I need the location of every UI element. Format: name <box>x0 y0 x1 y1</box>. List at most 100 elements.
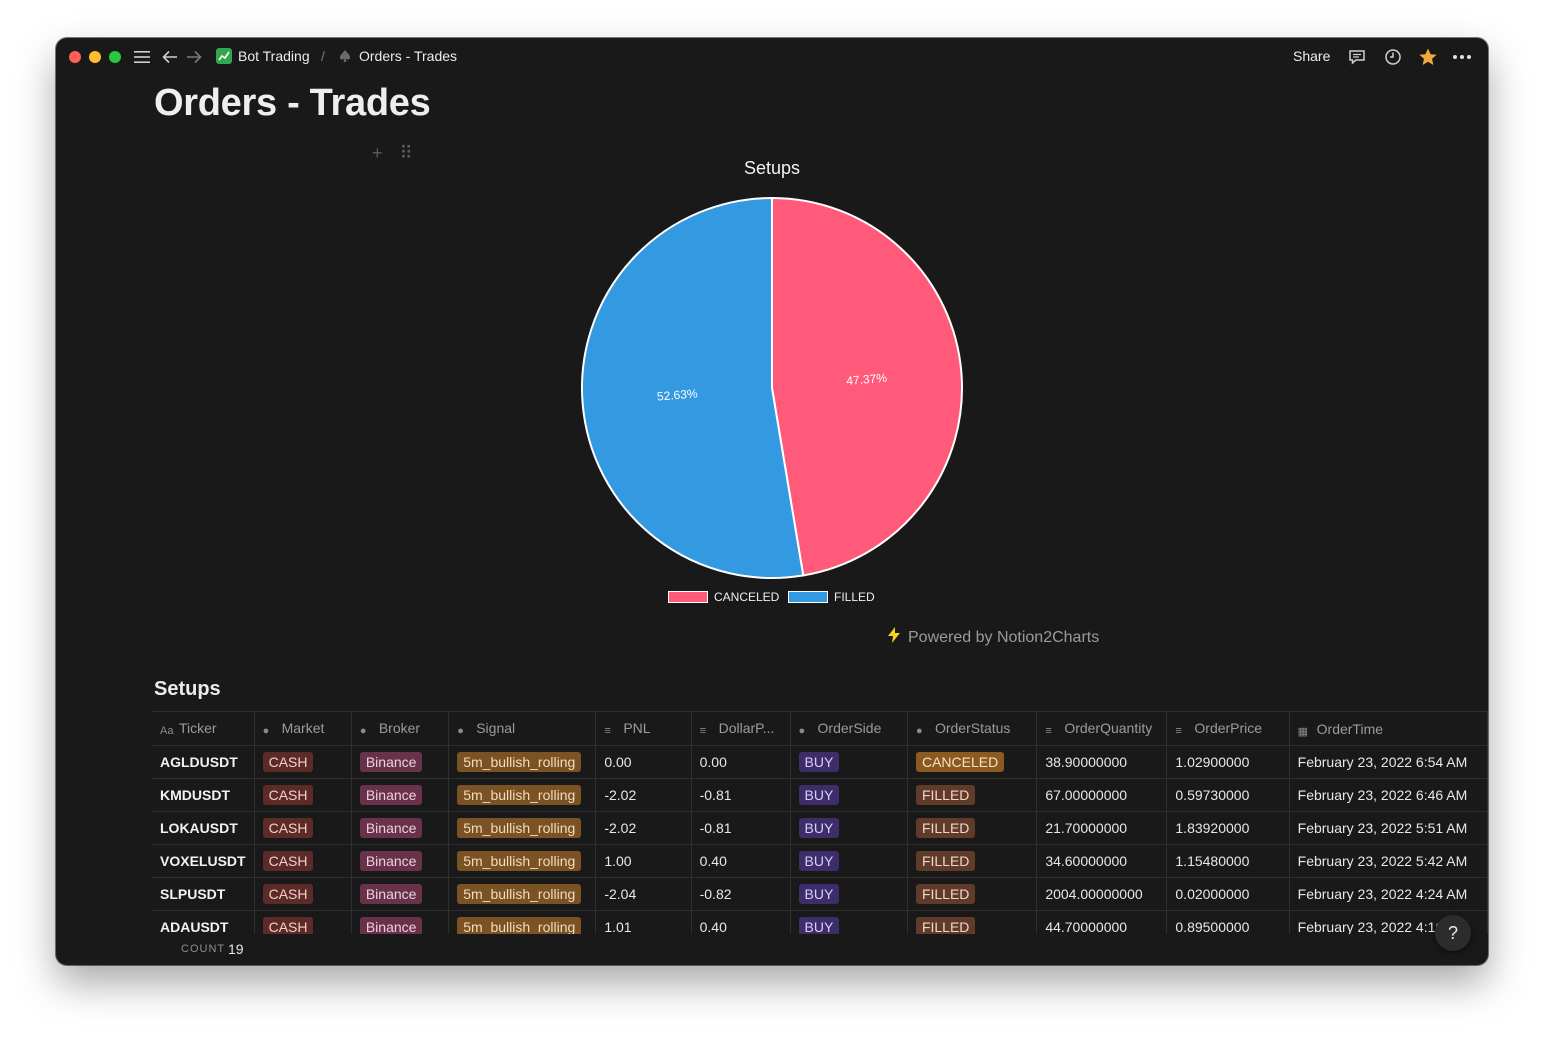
close-window-button[interactable] <box>69 51 81 63</box>
cell-market[interactable]: CASH <box>254 910 352 934</box>
cell-signal[interactable]: 5m_bullish_rolling <box>448 844 597 878</box>
star-icon[interactable] <box>1418 47 1438 67</box>
column-header-ordertime[interactable]: ▦ OrderTime <box>1289 712 1488 746</box>
column-header-signal[interactable]: ● Signal <box>448 712 597 746</box>
cell-orderquantity[interactable]: 38.90000000 <box>1036 745 1168 779</box>
cell-pnl[interactable]: -2.02 <box>595 811 692 845</box>
cell-ticker[interactable]: ADAUSDT <box>152 910 255 934</box>
cell-orderprice[interactable]: 0.89500000 <box>1166 910 1290 934</box>
cell-orderside[interactable]: BUY <box>790 745 908 779</box>
pie-slice-canceled[interactable] <box>771 196 963 577</box>
cell-orderstatus[interactable]: FILLED <box>907 844 1038 878</box>
column-header-market[interactable]: ● Market <box>254 712 352 746</box>
cell-orderquantity[interactable]: 67.00000000 <box>1036 778 1168 812</box>
cell-dollarpnl[interactable]: -0.82 <box>691 877 791 911</box>
column-header-orderquantity[interactable]: ≡ OrderQuantity <box>1036 712 1168 746</box>
column-header-dollarpnl[interactable]: ≡ DollarP... <box>691 712 791 746</box>
cell-orderstatus[interactable]: CANCELED <box>907 745 1038 779</box>
cell-pnl[interactable]: 1.00 <box>595 844 692 878</box>
cell-orderprice[interactable]: 1.83920000 <box>1166 811 1290 845</box>
breadcrumb-page[interactable]: Orders - Trades <box>337 48 457 64</box>
legend-item-filled[interactable]: FILLED <box>788 590 875 604</box>
sidebar-menu-icon[interactable] <box>132 47 152 67</box>
cell-orderside[interactable]: BUY <box>790 910 908 934</box>
cell-orderstatus[interactable]: FILLED <box>907 811 1038 845</box>
cell-ordertime[interactable]: February 23, 2022 6:54 AM <box>1289 745 1488 779</box>
cell-dollarpnl[interactable]: -0.81 <box>691 811 791 845</box>
cell-orderquantity[interactable]: 44.70000000 <box>1036 910 1168 934</box>
forward-arrow-icon[interactable] <box>184 47 204 67</box>
table-row[interactable]: ADAUSDT CASH Binance 5m_bullish_rolling 1.01… <box>152 910 1488 934</box>
cell-signal[interactable]: 5m_bullish_rolling <box>448 778 597 812</box>
maximize-window-button[interactable] <box>109 51 121 63</box>
cell-broker[interactable]: Binance <box>351 811 450 845</box>
cell-market[interactable]: CASH <box>254 844 352 878</box>
cell-broker[interactable]: Binance <box>351 877 450 911</box>
table-row[interactable]: SLPUSDT CASH Binance 5m_bullish_rolling -2.0… <box>152 877 1488 911</box>
cell-signal[interactable]: 5m_bullish_rolling <box>448 745 597 779</box>
cell-dollarpnl[interactable]: -0.81 <box>691 778 791 812</box>
cell-orderquantity[interactable]: 21.70000000 <box>1036 811 1168 845</box>
cell-ticker[interactable]: LOKAUSDT <box>152 811 255 845</box>
breadcrumb-workspace[interactable]: Bot Trading <box>216 48 310 64</box>
cell-pnl[interactable]: -2.04 <box>595 877 692 911</box>
cell-orderside[interactable]: BUY <box>790 778 908 812</box>
cell-orderside[interactable]: BUY <box>790 811 908 845</box>
cell-ticker[interactable]: SLPUSDT <box>152 877 255 911</box>
cell-signal[interactable]: 5m_bullish_rolling <box>448 910 597 934</box>
minimize-window-button[interactable] <box>89 51 101 63</box>
cell-signal[interactable]: 5m_bullish_rolling <box>448 877 597 911</box>
cell-ticker[interactable]: AGLDUSDT <box>152 745 255 779</box>
help-button[interactable]: ? <box>1435 915 1471 951</box>
column-header-broker[interactable]: ● Broker <box>351 712 450 746</box>
cell-orderstatus[interactable]: FILLED <box>907 778 1038 812</box>
cell-broker[interactable]: Binance <box>351 778 450 812</box>
share-button[interactable]: Share <box>1293 48 1331 64</box>
cell-ordertime[interactable]: February 23, 2022 6:46 AM <box>1289 778 1488 812</box>
cell-ordertime[interactable]: February 23, 2022 4:24 AM <box>1289 877 1488 911</box>
column-header-orderprice[interactable]: ≡ OrderPrice <box>1166 712 1290 746</box>
cell-ticker[interactable]: KMDUSDT <box>152 778 255 812</box>
cell-ticker[interactable]: VOXELUSDT <box>152 844 255 878</box>
cell-orderprice[interactable]: 1.15480000 <box>1166 844 1290 878</box>
column-header-pnl[interactable]: ≡ PNL <box>595 712 692 746</box>
more-icon[interactable] <box>1452 47 1472 67</box>
cell-market[interactable]: CASH <box>254 877 352 911</box>
clock-icon[interactable] <box>1383 47 1403 67</box>
drag-handle-icon[interactable]: + ⠿ <box>372 143 419 163</box>
cell-orderstatus[interactable]: FILLED <box>907 910 1038 934</box>
back-arrow-icon[interactable] <box>160 47 180 67</box>
cell-orderprice[interactable]: 0.02000000 <box>1166 877 1290 911</box>
cell-broker[interactable]: Binance <box>351 910 450 934</box>
cell-orderside[interactable]: BUY <box>790 844 908 878</box>
cell-broker[interactable]: Binance <box>351 745 450 779</box>
cell-pnl[interactable]: -2.02 <box>595 778 692 812</box>
table-row[interactable]: KMDUSDT CASH Binance 5m_bullish_rolling -2.0… <box>152 778 1488 812</box>
cell-orderprice[interactable]: 0.59730000 <box>1166 778 1290 812</box>
cell-ordertime[interactable]: February 23, 2022 5:42 AM <box>1289 844 1488 878</box>
table-row[interactable]: AGLDUSDT CASH Binance 5m_bullish_rolling 0.0… <box>152 745 1488 779</box>
cell-dollarpnl[interactable]: 0.00 <box>691 745 791 779</box>
cell-dollarpnl[interactable]: 0.40 <box>691 844 791 878</box>
cell-orderprice[interactable]: 1.02900000 <box>1166 745 1290 779</box>
pie-slice-filled[interactable] <box>581 196 805 579</box>
cell-ordertime[interactable]: February 23, 2022 5:51 AM <box>1289 811 1488 845</box>
cell-broker[interactable]: Binance <box>351 844 450 878</box>
cell-orderquantity[interactable]: 34.60000000 <box>1036 844 1168 878</box>
column-header-ticker[interactable]: Aa Ticker <box>152 712 255 746</box>
cell-signal[interactable]: 5m_bullish_rolling <box>448 811 597 845</box>
cell-orderstatus[interactable]: FILLED <box>907 877 1038 911</box>
comment-icon[interactable] <box>1347 47 1367 67</box>
cell-orderside[interactable]: BUY <box>790 877 908 911</box>
column-header-orderside[interactable]: ● OrderSide <box>790 712 908 746</box>
table-row[interactable]: VOXELUSDT CASH Binance 5m_bullish_rolling 1.… <box>152 844 1488 878</box>
cell-market[interactable]: CASH <box>254 745 352 779</box>
cell-dollarpnl[interactable]: 0.40 <box>691 910 791 934</box>
cell-pnl[interactable]: 1.01 <box>595 910 692 934</box>
cell-pnl[interactable]: 0.00 <box>595 745 692 779</box>
powered-by-link[interactable]: Powered by Notion2Charts <box>888 627 1099 648</box>
legend-item-canceled[interactable]: CANCELED <box>668 590 779 604</box>
cell-market[interactable]: CASH <box>254 811 352 845</box>
cell-market[interactable]: CASH <box>254 778 352 812</box>
table-row[interactable]: LOKAUSDT CASH Binance 5m_bullish_rolling -2.… <box>152 811 1488 845</box>
